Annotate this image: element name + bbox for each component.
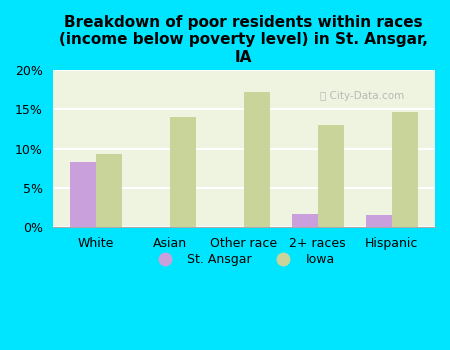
- Bar: [318, 125, 344, 227]
- Bar: [292, 214, 318, 227]
- Legend: St. Ansgar, Iowa: St. Ansgar, Iowa: [148, 248, 340, 271]
- Text: Ⓣ City-Data.com: Ⓣ City-Data.com: [320, 91, 405, 100]
- Title: Breakdown of poor residents within races
(income below poverty level) in St. Ans: Breakdown of poor residents within races…: [59, 15, 428, 65]
- Bar: [392, 112, 418, 227]
- Bar: [170, 117, 196, 227]
- Bar: [366, 215, 392, 227]
- Bar: [244, 92, 270, 227]
- Bar: [96, 154, 122, 227]
- Bar: [70, 162, 96, 227]
